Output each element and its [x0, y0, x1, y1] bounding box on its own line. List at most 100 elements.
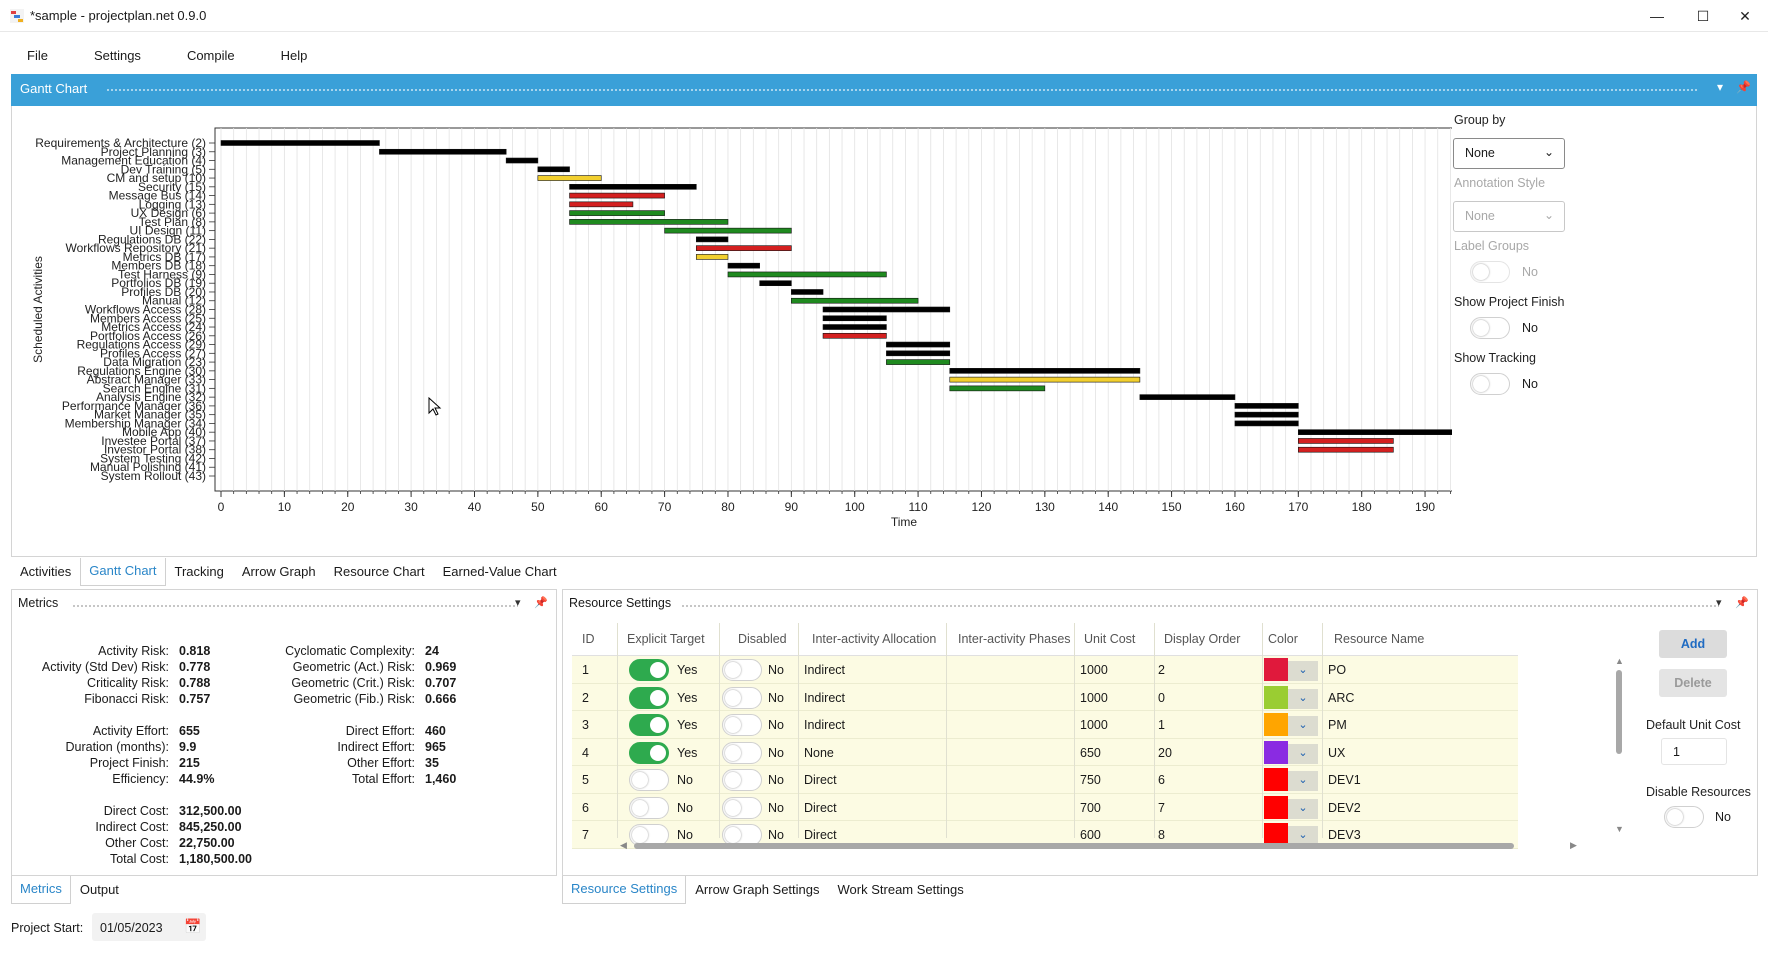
- tab-arrow-graph-settings[interactable]: Arrow Graph Settings: [695, 882, 820, 897]
- gantt-header-grip[interactable]: [106, 88, 1697, 93]
- column-separator[interactable]: [1322, 623, 1323, 838]
- disabled-value[interactable]: No: [768, 800, 784, 815]
- scroll-up-icon[interactable]: ▲: [1615, 656, 1624, 666]
- tab-output[interactable]: Output: [79, 882, 119, 897]
- tab-resource-chart[interactable]: Resource Chart: [333, 564, 425, 579]
- explicit-target-toggle[interactable]: [629, 769, 669, 791]
- column-header[interactable]: Unit Cost: [1084, 632, 1136, 646]
- group-by-select[interactable]: None ⌄: [1453, 138, 1565, 169]
- tab-metrics[interactable]: Metrics: [11, 876, 71, 904]
- pin-icon[interactable]: 📌: [1735, 597, 1749, 609]
- disabled-value[interactable]: No: [768, 663, 784, 677]
- column-separator[interactable]: [946, 623, 947, 838]
- column-header[interactable]: Inter-activity Phases: [958, 632, 1071, 646]
- disabled-toggle[interactable]: [722, 659, 762, 681]
- display-order-cell[interactable]: 1: [1158, 718, 1165, 732]
- inter-activity-allocation-cell[interactable]: Indirect: [804, 718, 845, 732]
- menu-compile[interactable]: Compile: [186, 48, 235, 63]
- column-header[interactable]: Disabled: [738, 632, 787, 646]
- tab-gantt-chart[interactable]: Gantt Chart: [80, 558, 166, 586]
- horizontal-scrollbar[interactable]: ◀ ▶: [620, 840, 1580, 852]
- minimize-button[interactable]: —: [1634, 0, 1680, 32]
- chevron-down-icon[interactable]: ⌄: [1288, 798, 1318, 819]
- table-row[interactable]: 5 No No Direct 750 6 ⌄ DEV1: [572, 766, 1518, 794]
- column-header[interactable]: Inter-activity Allocation: [812, 632, 937, 646]
- panel-menu-icon[interactable]: ▾: [515, 597, 521, 609]
- unit-cost-cell[interactable]: 1000: [1080, 690, 1108, 705]
- inter-activity-allocation-cell[interactable]: Direct: [804, 773, 837, 787]
- explicit-target-toggle[interactable]: [629, 686, 669, 709]
- disabled-value[interactable]: No: [768, 718, 784, 732]
- disabled-toggle[interactable]: [722, 796, 762, 819]
- color-swatch[interactable]: [1264, 740, 1288, 764]
- panel-menu-icon[interactable]: ▾: [1716, 597, 1722, 609]
- resource-id-cell[interactable]: 4: [582, 745, 589, 760]
- explicit-target-toggle[interactable]: [629, 741, 669, 764]
- resource-id-cell[interactable]: 7: [582, 828, 589, 842]
- display-order-cell[interactable]: 2: [1158, 663, 1165, 677]
- explicit-target-toggle[interactable]: [629, 659, 669, 681]
- table-row[interactable]: 4 Yes No None 650 20 ⌄ UX: [572, 738, 1518, 766]
- metrics-panel-grip[interactable]: [72, 604, 518, 608]
- chevron-down-icon[interactable]: ⌄: [1288, 661, 1318, 681]
- close-button[interactable]: ✕: [1722, 0, 1768, 32]
- table-row[interactable]: 6 No No Direct 700 7 ⌄ DEV2: [572, 793, 1518, 821]
- tab-tracking[interactable]: Tracking: [174, 564, 224, 579]
- color-swatch[interactable]: [1264, 685, 1288, 709]
- disabled-value[interactable]: No: [768, 828, 784, 842]
- column-header[interactable]: Color: [1268, 632, 1298, 646]
- color-swatch[interactable]: [1264, 658, 1288, 681]
- disabled-toggle[interactable]: [722, 824, 762, 846]
- column-header[interactable]: ID: [582, 632, 595, 646]
- display-order-cell[interactable]: 20: [1158, 745, 1172, 760]
- disabled-toggle[interactable]: [722, 686, 762, 709]
- show-project-finish-toggle[interactable]: [1470, 317, 1510, 339]
- inter-activity-allocation-cell[interactable]: Direct: [804, 828, 837, 842]
- explicit-target-value[interactable]: Yes: [677, 690, 698, 705]
- color-swatch[interactable]: [1264, 823, 1288, 846]
- resource-name-cell[interactable]: PO: [1328, 663, 1347, 677]
- inter-activity-allocation-cell[interactable]: Indirect: [804, 690, 845, 705]
- resource-name-cell[interactable]: DEV2: [1328, 800, 1361, 815]
- resource-id-cell[interactable]: 2: [582, 690, 589, 705]
- chevron-down-icon[interactable]: ⌄: [1288, 826, 1318, 846]
- chevron-down-icon[interactable]: ⌄: [1288, 771, 1318, 791]
- scroll-left-icon[interactable]: ◀: [620, 840, 627, 850]
- column-header[interactable]: Display Order: [1164, 632, 1241, 646]
- color-swatch[interactable]: [1264, 768, 1288, 791]
- pin-icon[interactable]: 📌: [1736, 80, 1751, 94]
- column-separator[interactable]: [798, 623, 799, 838]
- column-separator[interactable]: [1154, 623, 1155, 838]
- chevron-down-icon[interactable]: ⌄: [1288, 688, 1318, 709]
- resource-panel-grip[interactable]: [681, 604, 1719, 608]
- resource-id-cell[interactable]: 3: [582, 718, 589, 732]
- unit-cost-cell[interactable]: 650: [1080, 745, 1101, 760]
- explicit-target-value[interactable]: Yes: [677, 718, 698, 732]
- unit-cost-cell[interactable]: 750: [1080, 773, 1101, 787]
- chevron-down-icon[interactable]: ⌄: [1288, 743, 1318, 764]
- disabled-toggle[interactable]: [722, 714, 762, 736]
- display-order-cell[interactable]: 8: [1158, 828, 1165, 842]
- maximize-button[interactable]: ☐: [1680, 0, 1726, 32]
- annotation-style-select[interactable]: None ⌄: [1453, 201, 1565, 232]
- explicit-target-value[interactable]: No: [677, 828, 693, 842]
- menu-help[interactable]: Help: [280, 48, 308, 63]
- table-row[interactable]: 1 Yes No Indirect 1000 2 ⌄ PO: [572, 656, 1518, 684]
- resource-id-cell[interactable]: 6: [582, 800, 589, 815]
- column-separator[interactable]: [617, 623, 618, 838]
- label-groups-toggle[interactable]: [1470, 261, 1510, 283]
- delete-resource-button[interactable]: Delete: [1659, 669, 1727, 697]
- tab-resource-settings[interactable]: Resource Settings: [562, 876, 687, 904]
- column-header[interactable]: Resource Name: [1334, 632, 1425, 646]
- menu-settings[interactable]: Settings: [93, 48, 141, 63]
- column-separator[interactable]: [1074, 623, 1075, 838]
- display-order-cell[interactable]: 7: [1158, 800, 1165, 815]
- resource-name-cell[interactable]: DEV1: [1328, 773, 1361, 787]
- resource-id-cell[interactable]: 5: [582, 773, 589, 787]
- disabled-toggle[interactable]: [722, 769, 762, 791]
- default-unit-cost-input[interactable]: 1: [1661, 738, 1727, 765]
- color-swatch[interactable]: [1264, 713, 1288, 736]
- disable-resources-toggle[interactable]: [1664, 806, 1704, 828]
- display-order-cell[interactable]: 6: [1158, 773, 1165, 787]
- column-header[interactable]: Explicit Target: [627, 632, 705, 646]
